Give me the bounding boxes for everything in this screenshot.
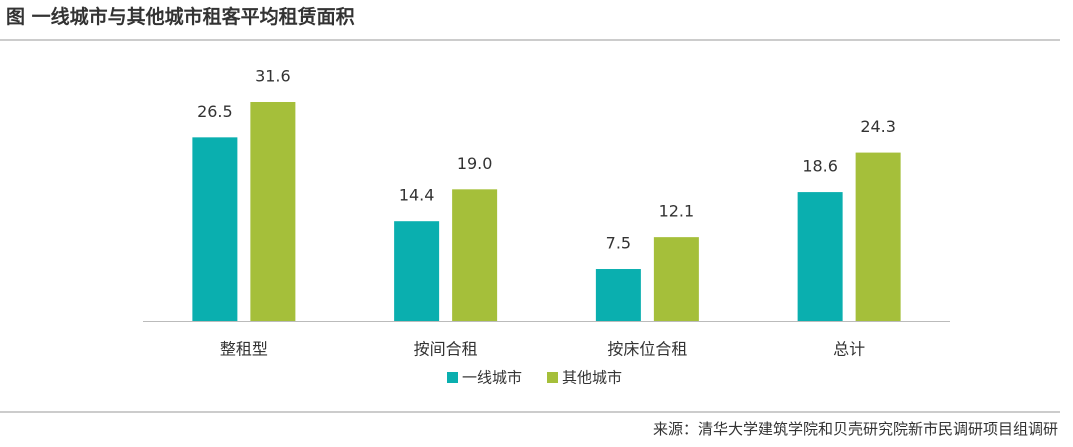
bar bbox=[595, 269, 641, 321]
bar bbox=[192, 137, 238, 321]
value-label: 31.6 bbox=[255, 67, 291, 86]
chart-title: 图 一线城市与其他城市租客平均租赁面积 bbox=[6, 5, 355, 28]
bar bbox=[653, 237, 699, 321]
x-tick-label: 整租型 bbox=[220, 340, 268, 359]
value-label: 7.5 bbox=[606, 234, 631, 253]
legend-swatch bbox=[547, 372, 558, 383]
source-note: 来源：清华大学建筑学院和贝壳研究院新市民调研项目组调研 bbox=[653, 420, 1058, 438]
value-label: 14.4 bbox=[399, 186, 435, 205]
bar bbox=[394, 221, 440, 321]
bar bbox=[855, 152, 901, 321]
x-tick-label: 按床位合租 bbox=[607, 340, 687, 359]
bar bbox=[250, 102, 296, 321]
legend-label: 其他城市 bbox=[562, 369, 622, 387]
x-tick-label: 按间合租 bbox=[414, 340, 478, 359]
bar bbox=[797, 192, 843, 321]
legend-swatch bbox=[447, 372, 458, 383]
value-label: 26.5 bbox=[197, 102, 233, 121]
x-tick-label: 总计 bbox=[833, 340, 865, 359]
value-label: 12.1 bbox=[659, 202, 695, 221]
legend-label: 一线城市 bbox=[462, 369, 522, 387]
value-label: 19.0 bbox=[457, 154, 493, 173]
value-label: 24.3 bbox=[860, 117, 896, 136]
value-label: 18.6 bbox=[802, 157, 838, 176]
bar bbox=[452, 189, 498, 321]
